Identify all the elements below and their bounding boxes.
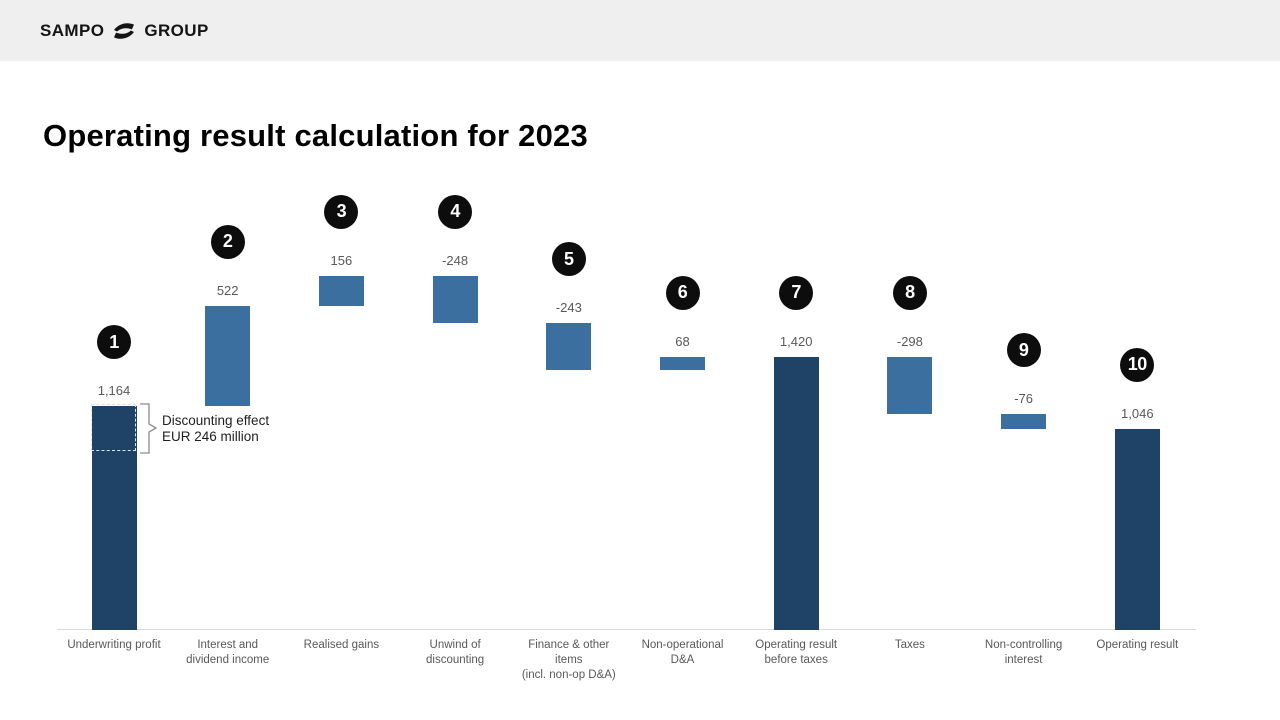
- axis-category-label: Non-operational D&A: [608, 638, 758, 668]
- annotation-bracket: [140, 403, 158, 454]
- axis-category-label: Interest and dividend income: [153, 638, 303, 668]
- bar-value-label: -298: [896, 333, 923, 349]
- bar-value-label: -76: [1014, 391, 1033, 407]
- axis-category-label: Taxes: [835, 638, 985, 653]
- step-badge-10: 10: [1120, 347, 1155, 382]
- axis-label-line: dividend income: [186, 654, 270, 666]
- axis-label-line: Non-controlling: [984, 639, 1063, 651]
- waterfall-bar-2: [205, 305, 251, 407]
- bar-value-label: -243: [555, 300, 582, 316]
- bar-value-label: 1,046: [1121, 405, 1154, 421]
- axis-category-label: Underwriting profit: [39, 638, 189, 653]
- step-badge-9: 9: [1006, 333, 1041, 368]
- axis-label-line: before taxes: [764, 654, 828, 666]
- step-badge-5: 5: [551, 242, 586, 277]
- axis-label-line: discounting: [426, 654, 485, 666]
- bar-value-label: 68: [675, 333, 690, 349]
- step-badge-2: 2: [210, 224, 245, 259]
- waterfall-bar-5: [546, 323, 592, 371]
- x-axis-line: [57, 629, 1196, 630]
- brand-text-sampo: SAMPO: [40, 20, 105, 40]
- sampo-s-logo-icon: [114, 22, 135, 39]
- waterfall-bar-4: [432, 275, 478, 324]
- waterfall-bar-1: [91, 406, 137, 630]
- annotation-line-2: EUR 246 million: [162, 429, 259, 444]
- step-badge-8: 8: [892, 275, 927, 310]
- axis-label-line: Non-operational: [641, 639, 724, 651]
- step-badge-3: 3: [324, 194, 359, 229]
- sampo-group-logo: SAMPO GROUP: [40, 21, 209, 41]
- waterfall-bar-6: [660, 356, 705, 371]
- axis-category-label: Realised gains: [266, 638, 416, 653]
- brand-text-group: GROUP: [144, 20, 209, 40]
- axis-label-line: Taxes: [894, 639, 925, 651]
- axis-label-line: Finance & other: [528, 639, 610, 651]
- annotation-line-1: Discounting effect: [162, 413, 270, 428]
- axis-label-line: Unwind of: [429, 639, 481, 651]
- step-badge-6: 6: [665, 275, 700, 310]
- axis-category-label: Operating result: [1062, 638, 1212, 653]
- bar-value-label: 1,164: [97, 383, 131, 399]
- axis-label-line: Underwriting profit: [67, 639, 161, 651]
- step-badge-7: 7: [779, 275, 814, 310]
- axis-category-label: Finance & other items (incl. non-op D&A): [494, 638, 644, 683]
- axis-label-line: (incl. non-op D&A): [521, 669, 616, 681]
- discounting-effect-dashed-box: [91, 404, 136, 451]
- bar-value-label: 156: [330, 252, 353, 268]
- discounting-effect-annotation: Discounting effect EUR 246 million: [162, 413, 269, 445]
- step-badge-4: 4: [438, 194, 473, 229]
- axis-label-line: Operating result: [1096, 639, 1179, 651]
- waterfall-bar-9: [1001, 414, 1047, 429]
- axis-label-line: Realised gains: [303, 639, 380, 651]
- axis-label-line: items: [555, 654, 583, 666]
- axis-category-label: Non-controlling interest: [949, 638, 1099, 668]
- axis-label-line: Interest and: [197, 639, 259, 651]
- waterfall-bar-8: [887, 356, 933, 415]
- bar-value-label: -248: [442, 252, 469, 268]
- axis-category-label: Unwind of discounting: [380, 638, 530, 668]
- waterfall-bar-10: [1114, 428, 1160, 630]
- page-title: Operating result calculation for 2023: [43, 118, 588, 153]
- axis-label-line: interest: [1004, 654, 1043, 666]
- axis-category-label: Operating result before taxes: [721, 638, 871, 668]
- bar-value-label: 522: [216, 282, 239, 298]
- step-badge-1: 1: [97, 325, 131, 360]
- axis-label-line: D&A: [670, 654, 695, 666]
- axis-label-line: Operating result: [755, 639, 838, 651]
- waterfall-bar-3: [318, 275, 364, 306]
- bar-value-label: 1,420: [779, 333, 813, 349]
- waterfall-bar-7: [773, 356, 819, 630]
- header-bar: SAMPO GROUP: [0, 0, 1280, 61]
